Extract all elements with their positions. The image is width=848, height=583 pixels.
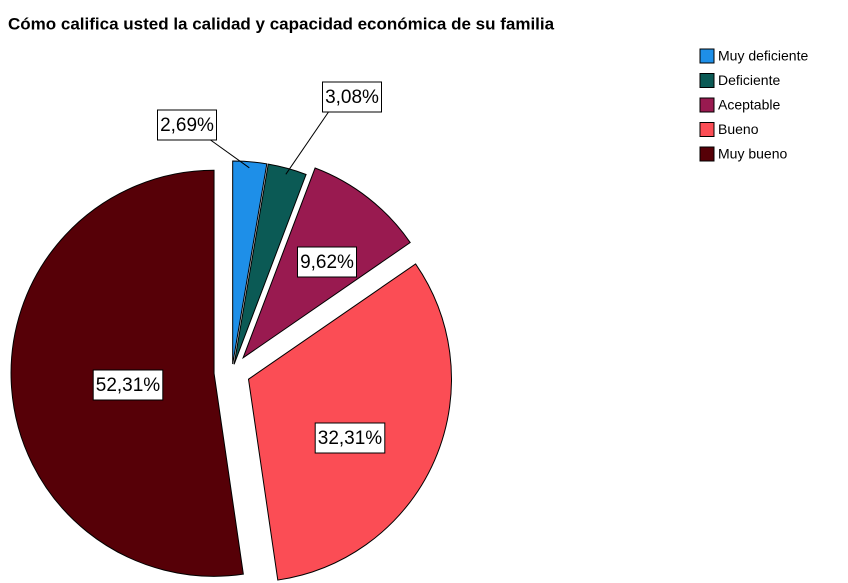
data-label: 2,69% — [160, 115, 214, 136]
legend-label: Bueno — [718, 121, 759, 137]
label-box — [314, 422, 386, 454]
leader-line — [210, 139, 250, 169]
legend-swatch — [699, 122, 715, 137]
chart-title: Cómo califica usted la calidad y capacid… — [8, 14, 555, 33]
legend-swatch — [699, 73, 715, 88]
data-label: 9,62% — [300, 252, 354, 273]
pie-slice — [232, 160, 268, 365]
label-box — [92, 369, 164, 401]
legend-swatch — [699, 48, 715, 64]
legend-label: Deficiente — [718, 72, 780, 88]
data-label: 32,31% — [318, 428, 383, 449]
legend-label: Aceptable — [718, 97, 780, 113]
pie-slice — [233, 163, 307, 365]
data-label: 52,31% — [96, 375, 161, 396]
label-box — [322, 81, 382, 113]
pie-slice — [247, 263, 452, 581]
label-box — [297, 246, 357, 278]
legend-swatch — [699, 146, 715, 162]
data-label: 3,08% — [325, 87, 379, 108]
legend-swatch — [699, 97, 715, 113]
label-box — [157, 109, 217, 141]
legend-label: Muy bueno — [718, 146, 787, 162]
leader-line — [285, 111, 329, 175]
legend-label: Muy deficiente — [718, 48, 808, 64]
